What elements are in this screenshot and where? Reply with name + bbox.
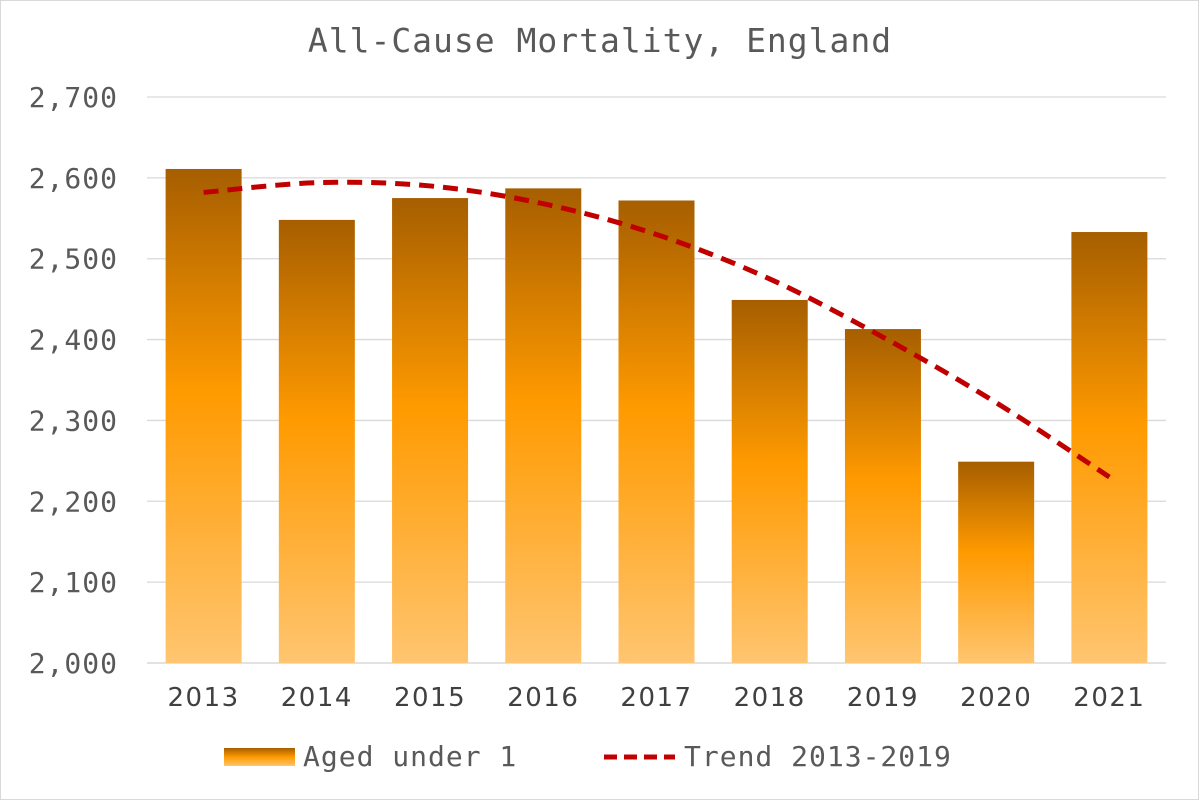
bar-2019: [844, 329, 921, 663]
bar-2016: [505, 188, 582, 663]
bar-2021: [1071, 232, 1148, 663]
y-tick-label: 2,200: [29, 485, 118, 518]
bar-2013: [165, 168, 242, 663]
legend-label-bars: Aged under 1: [303, 740, 517, 773]
x-tick-label: 2020: [960, 683, 1032, 713]
y-tick-label: 2,600: [29, 162, 118, 195]
legend-label-trend: Trend 2013-2019: [684, 740, 952, 773]
y-tick-label: 2,000: [29, 647, 118, 680]
y-tick-label: 2,500: [29, 243, 118, 276]
x-tick-label: 2015: [394, 683, 466, 713]
y-tick-label: 2,700: [29, 81, 118, 114]
bars: [165, 168, 1148, 664]
bar-2014: [278, 219, 355, 663]
x-tick-label: 2021: [1073, 683, 1145, 713]
bar-2017: [618, 200, 695, 664]
x-tick-label: 2019: [847, 683, 919, 713]
y-tick-label: 2,100: [29, 566, 118, 599]
trend-line-path: [203, 179, 1111, 480]
x-tick-label: 2016: [507, 683, 579, 713]
bar-2020: [958, 461, 1035, 663]
y-tick-label: 2,400: [29, 324, 118, 357]
legend-swatch-bars: [224, 748, 295, 766]
bar-2015: [392, 198, 469, 664]
x-tick-label: 2018: [734, 683, 806, 713]
trend-line: [203, 179, 1111, 480]
bar-2018: [731, 299, 808, 663]
y-axis-tick-labels: 2,000 2,100 2,200 2,300 2,400 2,500 2,600 2,700: [29, 81, 118, 680]
legend: Aged under 1 Trend 2013-2019: [224, 740, 952, 773]
x-tick-label: 2013: [168, 683, 240, 713]
chart-title: All-Cause Mortality, England: [308, 21, 892, 60]
y-tick-label: 2,300: [29, 404, 118, 437]
x-tick-label: 2014: [281, 683, 353, 713]
x-tick-label: 2017: [620, 683, 692, 713]
x-axis-tick-labels: 2013 2014 2015 2016 2017 2018 2019 2020 2021: [168, 683, 1145, 713]
